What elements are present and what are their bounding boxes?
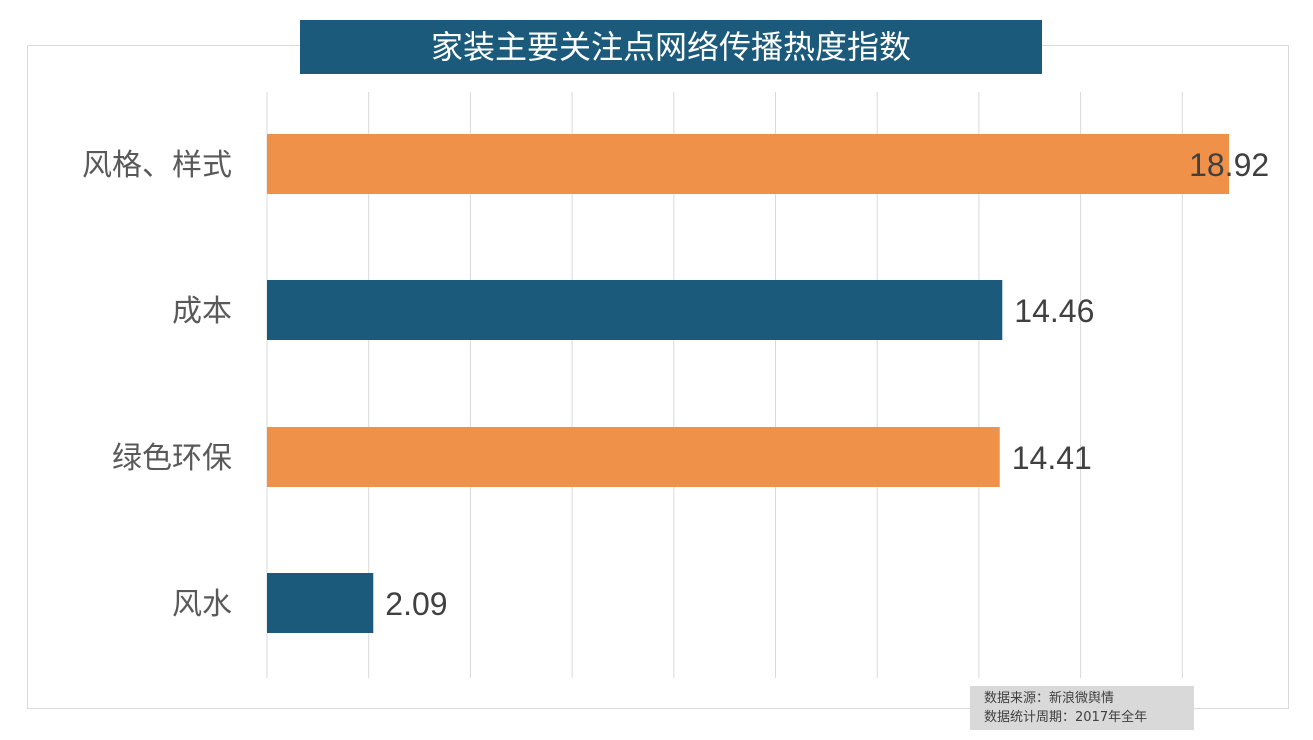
bar (267, 280, 1003, 340)
category-label: 绿色环保 (112, 441, 232, 476)
source-note: 数据来源：新浪微舆情 数据统计周期：2017年全年 (970, 686, 1194, 730)
category-label: 风水 (172, 587, 232, 622)
source-line: 数据来源：新浪微舆情 (984, 691, 1115, 706)
bar (267, 427, 1000, 487)
category-label: 风格、样式 (82, 148, 232, 183)
data-label: 2.09 (385, 586, 447, 622)
category-label: 成本 (172, 294, 232, 329)
chart-title: 家装主要关注点网络传播热度指数 (300, 20, 1042, 74)
period-line: 数据统计周期：2017年全年 (984, 710, 1148, 725)
bar (267, 134, 1230, 194)
data-label: 18.92 (1189, 147, 1269, 183)
bar (267, 573, 374, 633)
data-label: 14.41 (1012, 440, 1092, 476)
data-label: 14.46 (1014, 293, 1094, 329)
